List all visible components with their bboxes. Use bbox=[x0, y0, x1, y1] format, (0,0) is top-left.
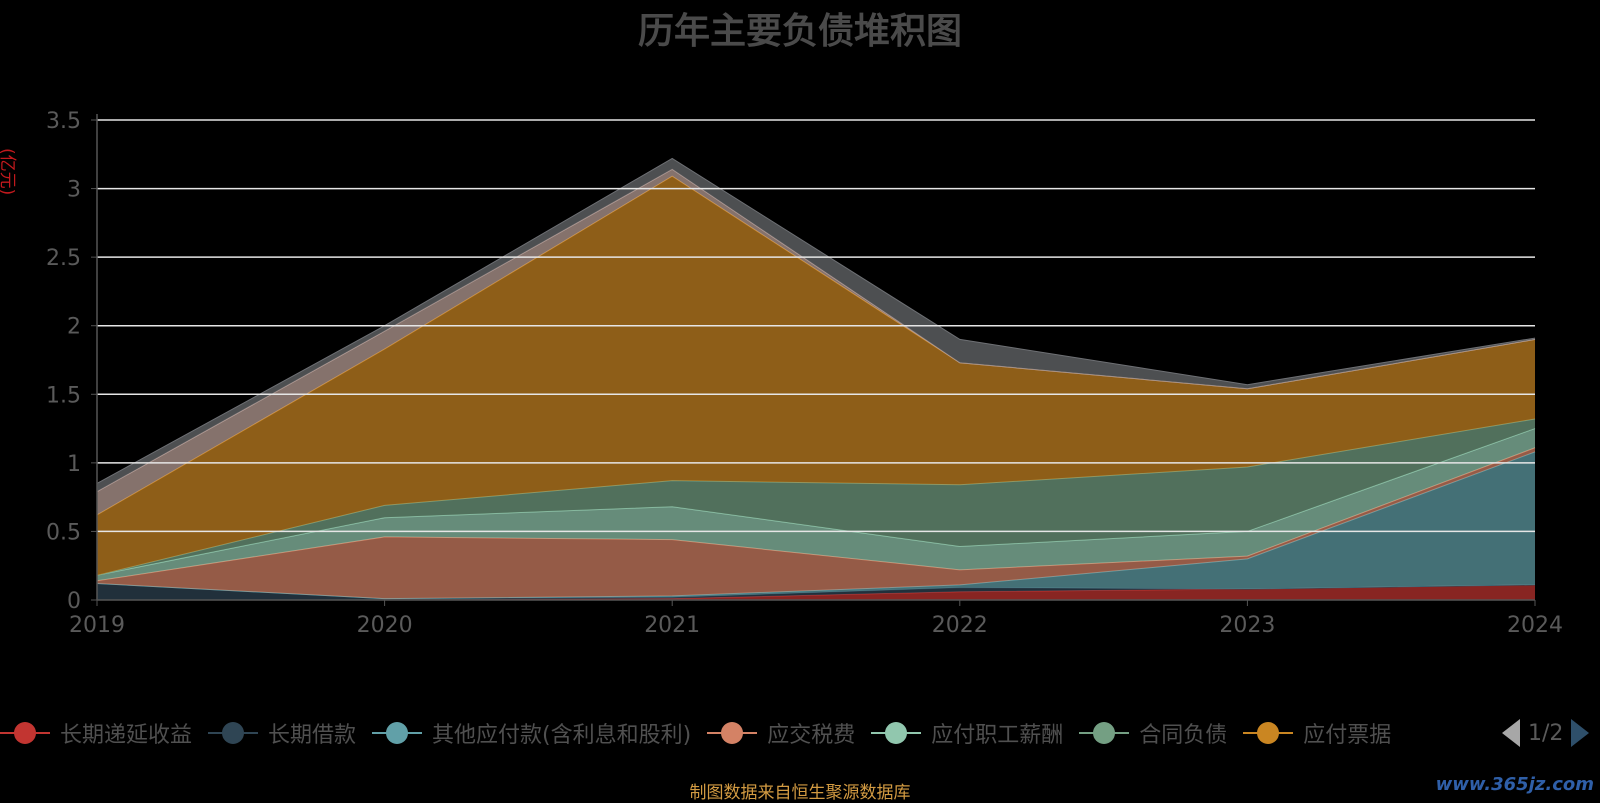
legend-label-5: 合同负债 bbox=[1139, 723, 1228, 748]
x-tick-label-0: 2019 bbox=[69, 613, 125, 638]
watermark: www.365jz.com bbox=[1435, 774, 1594, 795]
legend-item-4[interactable]: 应付职工薪酬 bbox=[871, 717, 1063, 749]
legend-items: 长期递延收益 长期借款 其他应付款(含利息和股利) 应交税费 应付职工薪酬 合同负债 应付票… bbox=[0, 714, 1478, 752]
legend-page-indicator: 1/2 bbox=[1528, 720, 1564, 746]
area-series-5 bbox=[97, 418, 1535, 576]
x-tick-label-4: 2023 bbox=[1219, 613, 1275, 638]
legend-label-4: 应付职工薪酬 bbox=[931, 723, 1064, 748]
data-source-note: 制图数据来自恒生聚源数据库 bbox=[689, 783, 911, 803]
legend-item-5[interactable]: 合同负债 bbox=[1079, 717, 1227, 749]
legend-label-6: 应付票据 bbox=[1303, 723, 1392, 748]
legend-item-6[interactable]: 应付票据 bbox=[1243, 717, 1391, 749]
x-tick-label-2: 2021 bbox=[644, 613, 700, 638]
x-tick-label-3: 2022 bbox=[932, 613, 988, 638]
y-tick-label-1: 0.5 bbox=[46, 520, 81, 545]
area-series-3 bbox=[97, 447, 1535, 599]
legend-track: 长期递延收益 长期借款 其他应付款(含利息和股利) 应交税费 应付职工薪酬 合同负债 应付票… bbox=[0, 714, 1478, 752]
y-tick-label-7: 3.5 bbox=[46, 109, 81, 134]
legend-symbol-0 bbox=[0, 718, 50, 748]
legend-label-1: 长期借款 bbox=[268, 723, 357, 748]
y-tick-label-5: 2.5 bbox=[46, 246, 81, 271]
legend-symbol-1 bbox=[208, 718, 259, 748]
legend-symbol-6 bbox=[1243, 718, 1294, 748]
area-series-7 bbox=[97, 169, 1535, 515]
area-series-2 bbox=[97, 451, 1535, 599]
legend-symbol-3 bbox=[707, 718, 758, 748]
y-tick-label-4: 2 bbox=[67, 315, 81, 340]
stacked-area-chart: 0 0.5 1 1.5 2 2.5 3 3.5 2019 2020 2021 2022 2023 2024 bbox=[46, 109, 1563, 638]
legend-label-0: 长期递延收益 bbox=[60, 723, 193, 748]
legend-item-3[interactable]: 应交税费 bbox=[707, 717, 855, 749]
y-tick-label-0: 0 bbox=[67, 589, 81, 614]
y-tick-label-6: 3 bbox=[67, 178, 81, 203]
chart-title: 历年主要负债堆积图 bbox=[637, 11, 962, 52]
legend-pager: 1/2 bbox=[1502, 714, 1590, 752]
legend-symbol-2 bbox=[372, 718, 423, 748]
y-tick-label-2: 1 bbox=[67, 452, 81, 477]
area-series-6 bbox=[97, 176, 1535, 576]
area-series-0 bbox=[97, 584, 1535, 600]
legend-symbol-4 bbox=[871, 718, 922, 748]
legend-label-2: 其他应付款(含利息和股利) bbox=[432, 723, 692, 748]
legend-item-1[interactable]: 长期借款 bbox=[208, 717, 356, 749]
area-series-1 bbox=[97, 583, 1535, 600]
legend-item-2[interactable]: 其他应付款(含利息和股利) bbox=[372, 717, 691, 749]
legend-label-3: 应交税费 bbox=[767, 723, 856, 748]
area-series-4 bbox=[97, 428, 1535, 581]
legend: 长期递延收益 长期借款 其他应付款(含利息和股利) 应交税费 应付职工薪酬 合同负债 应付票… bbox=[0, 714, 1600, 752]
legend-prev-page-icon[interactable] bbox=[1502, 719, 1520, 747]
x-tick-label-1: 2020 bbox=[357, 613, 413, 638]
x-tick-label-5: 2024 bbox=[1507, 613, 1563, 638]
y-tick-label-3: 1.5 bbox=[46, 383, 81, 408]
line-series-8 bbox=[96, 157, 1536, 484]
legend-symbol-5 bbox=[1079, 718, 1130, 748]
legend-item-0[interactable]: 长期递延收益 bbox=[0, 717, 192, 749]
legend-next-page-icon[interactable] bbox=[1571, 719, 1590, 747]
